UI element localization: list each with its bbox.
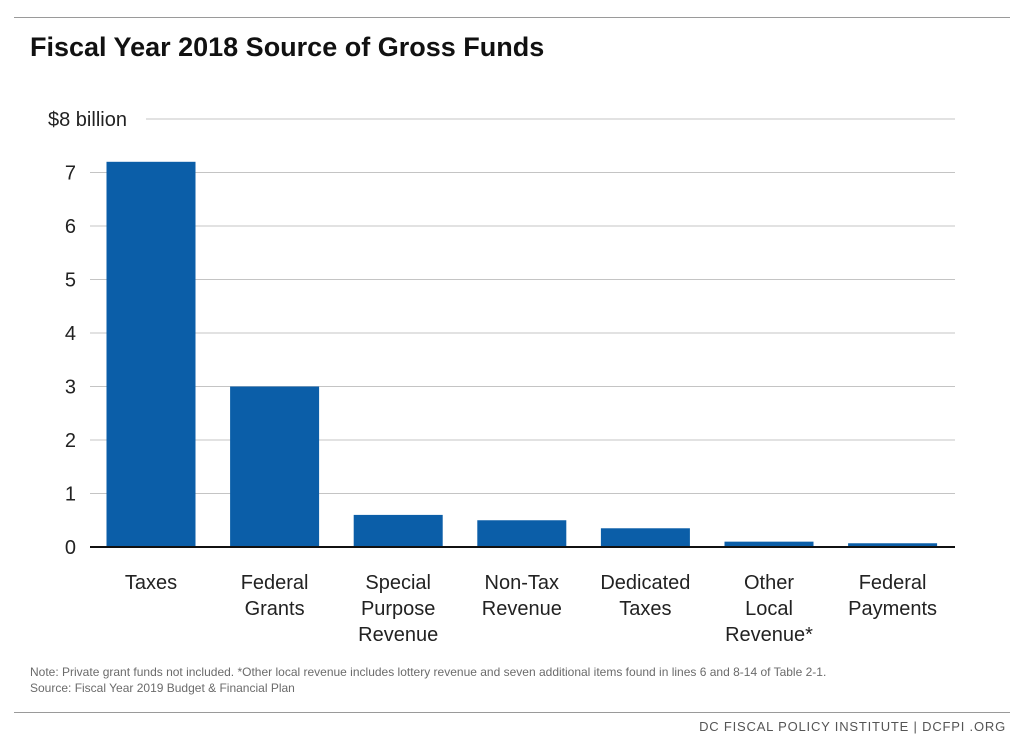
footer-credit: DC FISCAL POLICY INSTITUTE | DCFPI .ORG [699,719,1006,734]
y-tick-label: 3 [65,377,76,399]
bar [477,520,567,547]
x-tick-label: Federal Grants [241,572,309,620]
bottom-divider [14,712,1010,713]
y-tick-label: 0 [65,537,76,559]
x-tick-label: Taxes [125,572,177,594]
x-tick-label: Dedicated Taxes [600,572,690,620]
y-tick-label: $8 billion [48,109,127,131]
top-divider [14,17,1010,18]
bar [230,386,320,547]
y-tick-label: 4 [65,323,76,345]
chart-title: Fiscal Year 2018 Source of Gross Funds [30,32,545,62]
bar [724,541,814,547]
chart-note: Note: Private grant funds not included. … [30,664,826,696]
note-text: Note: Private grant funds not included. … [30,665,827,679]
y-tick-label: 6 [65,216,76,238]
y-tick-label: 1 [65,484,76,506]
bar [600,528,690,547]
y-tick-label: 5 [65,270,76,292]
bar [353,514,443,547]
source-text: Source: Fiscal Year 2019 Budget & Financ… [30,681,295,695]
x-tick-label: Special Purpose Revenue [358,572,438,646]
bar [848,543,938,547]
x-tick-label: Federal Payments [848,572,937,620]
bar-chart: 0 1 2 3 4 5 6 7 $8 billion Taxes Federal Grants Spec… [48,109,955,646]
y-tick-label: 7 [65,163,76,185]
y-tick-label: 2 [65,430,76,452]
x-tick-label: Other Local Revenue* [725,572,813,646]
bar [106,161,196,548]
x-tick-label: Non-Tax Revenue [482,572,562,620]
